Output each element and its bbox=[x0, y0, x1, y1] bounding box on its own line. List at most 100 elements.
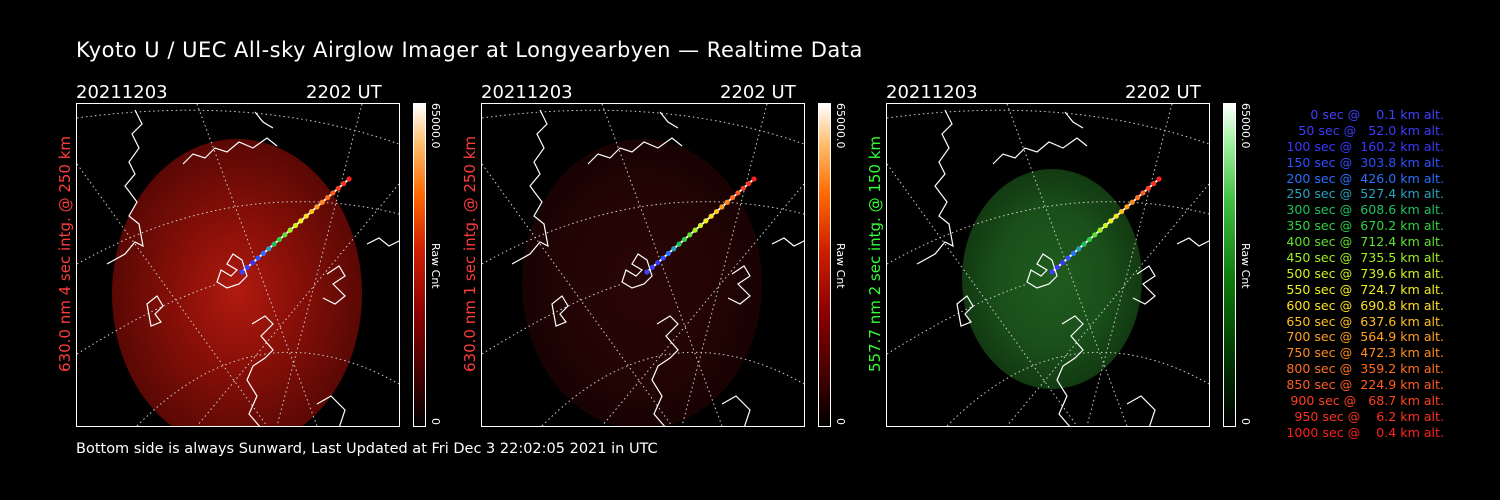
legend-row: 100 sec @ 160.2 km alt. bbox=[1282, 138, 1444, 154]
trajectory-marker bbox=[255, 255, 261, 261]
trajectory-marker bbox=[292, 222, 299, 229]
trajectory-marker bbox=[1081, 241, 1087, 247]
panel-2-date: 20211203 bbox=[481, 82, 573, 103]
panel-2-image bbox=[481, 103, 805, 427]
trajectory-marker bbox=[660, 255, 666, 261]
panel-3-time: 2202 UT bbox=[1125, 82, 1201, 103]
trajectory-marker bbox=[276, 236, 283, 243]
trajectory-marker bbox=[1054, 264, 1060, 270]
trajectory-marker bbox=[330, 190, 336, 196]
legend-row: 900 sec @ 68.7 km alt. bbox=[1286, 393, 1444, 409]
legend-row: 450 sec @ 735.5 km alt. bbox=[1282, 250, 1444, 266]
trajectory-marker bbox=[1145, 185, 1151, 191]
trajectory-marker bbox=[692, 227, 698, 233]
legend-row: 1000 sec @ 0.4 km alt. bbox=[1286, 424, 1444, 440]
lat-lon-grid bbox=[887, 104, 1209, 426]
panel-2-cbar-max: 65000.0 bbox=[834, 103, 847, 149]
trajectory-marker bbox=[239, 269, 245, 275]
trajectory-marker bbox=[244, 264, 250, 270]
legend-row: 200 sec @ 426.0 km alt. bbox=[1282, 170, 1444, 186]
trajectory-marker bbox=[1113, 213, 1119, 219]
panel-1-ylabel: 630.0 nm 4 sec intg. @ 250 km bbox=[56, 135, 74, 372]
trajectory-marker bbox=[713, 208, 720, 215]
airglow-disk bbox=[112, 139, 362, 426]
trajectory-marker bbox=[303, 213, 309, 219]
trajectory-marker bbox=[1092, 232, 1098, 238]
legend-row: 700 sec @ 564.9 km alt. bbox=[1282, 329, 1444, 345]
trajectory-marker bbox=[1065, 255, 1071, 261]
legend-row: 350 sec @ 670.2 km alt. bbox=[1282, 218, 1444, 234]
trajectory-marker bbox=[735, 190, 741, 196]
legend-row: 0 sec @ 0.1 km alt. bbox=[1298, 107, 1444, 122]
trajectory-marker bbox=[1102, 222, 1109, 229]
allsky-image bbox=[887, 104, 1209, 426]
panel-2-time: 2202 UT bbox=[720, 82, 796, 103]
trajectory-marker bbox=[681, 236, 688, 243]
trajectory-marker bbox=[1108, 218, 1114, 224]
trajectory-marker bbox=[676, 241, 682, 247]
allsky-image bbox=[77, 104, 399, 426]
trajectory-marker bbox=[724, 199, 730, 205]
trajectory-marker bbox=[1151, 181, 1157, 187]
trajectory-marker bbox=[314, 204, 320, 210]
legend-row: 250 sec @ 527.4 km alt. bbox=[1282, 186, 1444, 202]
legend-row: 550 sec @ 724.7 km alt. bbox=[1282, 281, 1444, 297]
trajectory-marker bbox=[1070, 250, 1076, 256]
legend-row: 750 sec @ 472.3 km alt. bbox=[1282, 345, 1444, 361]
trajectory-marker bbox=[671, 246, 677, 252]
trajectory-marker bbox=[1049, 269, 1055, 275]
trajectory-marker bbox=[703, 218, 709, 224]
trajectory-marker bbox=[740, 185, 746, 191]
rocket-trajectory bbox=[239, 176, 352, 275]
trajectory-marker bbox=[746, 181, 752, 187]
trajectory-marker bbox=[298, 218, 304, 224]
legend-row: 500 sec @ 739.6 km alt. bbox=[1282, 265, 1444, 281]
trajectory-marker bbox=[665, 250, 671, 256]
legend-row: 50 sec @ 52.0 km alt. bbox=[1290, 122, 1444, 138]
trajectory-marker bbox=[1129, 199, 1135, 205]
footer-note: Bottom side is always Sunward, Last Upda… bbox=[76, 441, 658, 457]
trajectory-marker bbox=[730, 195, 736, 201]
coastline bbox=[916, 109, 1209, 426]
trajectory-marker bbox=[1097, 227, 1103, 233]
trajectory-marker bbox=[644, 269, 650, 275]
panel-3-colorbar bbox=[1223, 103, 1236, 427]
legend-row: 650 sec @ 637.6 km alt. bbox=[1282, 313, 1444, 329]
trajectory-marker bbox=[708, 213, 714, 219]
rocket-trajectory bbox=[644, 176, 757, 275]
trajectory-marker bbox=[335, 185, 341, 191]
trajectory-marker bbox=[260, 250, 266, 256]
trajectory-marker bbox=[697, 222, 704, 229]
airglow-disk bbox=[962, 169, 1142, 389]
panel-3-cbar-max: 65000.0 bbox=[1239, 103, 1252, 149]
legend-row: 400 sec @ 712.4 km alt. bbox=[1282, 234, 1444, 250]
trajectory-marker bbox=[1156, 176, 1162, 182]
trajectory-marker bbox=[341, 181, 347, 187]
panel-3-ylabel: 557.7 nm 2 sec intg. @ 150 km bbox=[866, 135, 884, 372]
panel-3-date: 20211203 bbox=[886, 82, 978, 103]
legend-row: 850 sec @ 224.9 km alt. bbox=[1282, 377, 1444, 393]
trajectory-marker bbox=[655, 260, 661, 266]
page-title: Kyoto U / UEC All-sky Airglow Imager at … bbox=[76, 38, 863, 62]
trajectory-marker bbox=[1135, 195, 1141, 201]
lat-lon-grid bbox=[482, 104, 804, 426]
panel-1-cbar-label: Raw Cnt bbox=[429, 243, 442, 289]
legend-row: 300 sec @ 608.6 km alt. bbox=[1282, 202, 1444, 218]
trajectory-marker bbox=[1076, 246, 1082, 252]
trajectory-marker bbox=[308, 208, 315, 215]
trajectory-marker bbox=[719, 204, 725, 210]
panel-1-cbar-min: 0 bbox=[429, 418, 442, 425]
legend-row: 150 sec @ 303.8 km alt. bbox=[1282, 154, 1444, 170]
panel-3-image bbox=[886, 103, 1210, 427]
trajectory-marker bbox=[325, 195, 331, 201]
panel-2-cbar-label: Raw Cnt bbox=[834, 243, 847, 289]
trajectory-marker bbox=[266, 246, 272, 252]
coastline bbox=[511, 109, 804, 426]
trajectory-marker bbox=[1124, 204, 1130, 210]
trajectory-marker bbox=[287, 227, 293, 233]
panel-1-colorbar bbox=[413, 103, 426, 427]
panel-2-colorbar bbox=[818, 103, 831, 427]
panel-2-ylabel: 630.0 nm 1 sec intg. @ 250 km bbox=[461, 135, 479, 372]
trajectory-marker bbox=[649, 264, 655, 270]
trajectory-marker bbox=[250, 260, 256, 266]
